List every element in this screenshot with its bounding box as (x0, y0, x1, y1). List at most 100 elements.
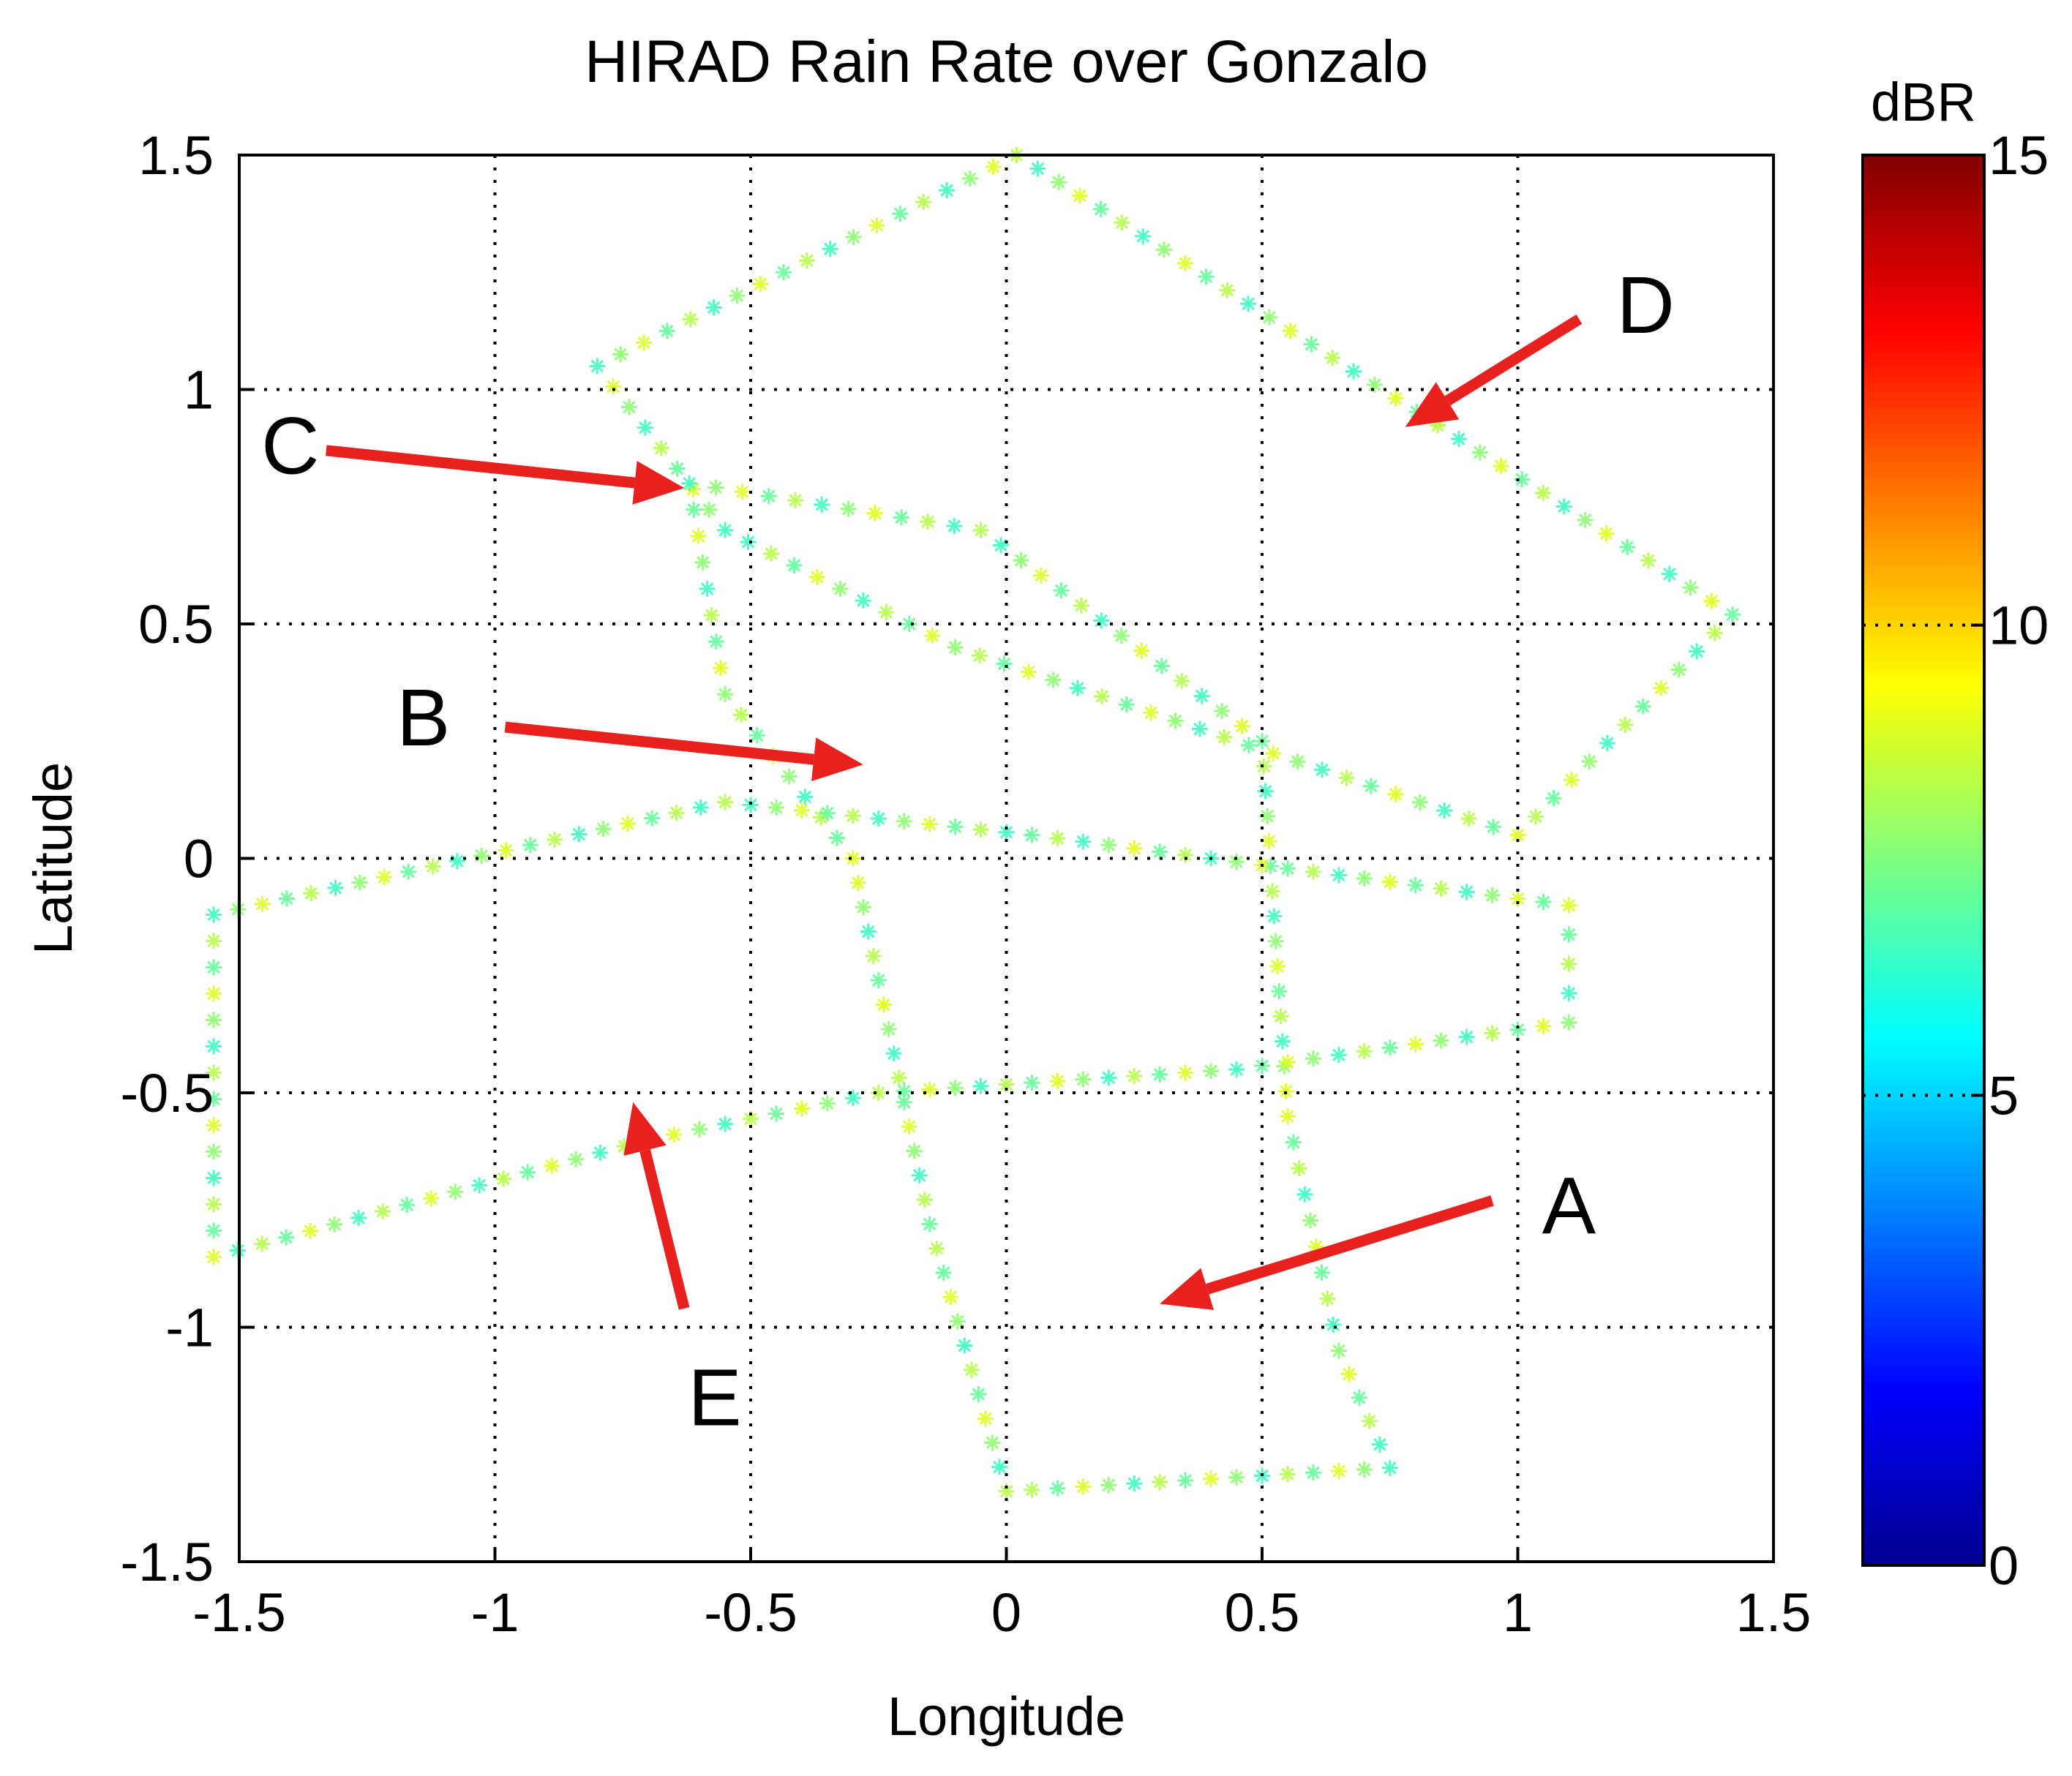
edge-marker (1305, 1050, 1321, 1067)
annotation-a: A (1160, 1161, 1596, 1310)
rain-feature (1354, 884, 1476, 974)
annotation-label: D (1617, 260, 1675, 350)
edge-marker (793, 1100, 810, 1117)
edge-marker (1113, 628, 1130, 644)
edge-marker (1269, 957, 1285, 974)
arrow-shaft (1444, 314, 1583, 406)
edge-marker (400, 863, 417, 880)
edge-marker (906, 1143, 923, 1159)
edge-marker (1351, 1389, 1367, 1406)
edge-marker (890, 1069, 907, 1086)
edge-marker (819, 805, 836, 821)
edge-marker (885, 1045, 902, 1062)
rain-feature (375, 971, 513, 1074)
edge-marker (635, 334, 652, 351)
edge-marker (1279, 860, 1296, 877)
edge-marker (1387, 390, 1404, 407)
edge-marker (1433, 880, 1449, 897)
edge-marker (498, 842, 514, 859)
edge-marker (1049, 830, 1066, 847)
edge-marker (620, 399, 637, 415)
edge-marker (1458, 884, 1475, 900)
edge-marker (977, 1410, 994, 1427)
edge-marker (1219, 282, 1236, 298)
edge-marker (612, 346, 629, 363)
edge-marker (692, 799, 709, 816)
annotation-label: E (688, 1353, 741, 1443)
edge-marker (682, 311, 699, 328)
edge-marker (717, 1115, 734, 1132)
edge-marker (1458, 1028, 1475, 1045)
edge-marker (1330, 1342, 1347, 1359)
edge-marker (1214, 703, 1231, 720)
edge-marker (1407, 877, 1424, 894)
y-tick-label: -1 (165, 1298, 214, 1358)
edge-marker (844, 850, 861, 867)
edge-marker (717, 522, 734, 538)
edge-marker (1509, 890, 1526, 907)
annotation-b: B (397, 673, 863, 782)
edge-marker (1135, 227, 1152, 244)
edge-marker (920, 513, 936, 530)
rain-feature (1602, 643, 1741, 745)
edge-marker (878, 603, 895, 620)
edge-marker (1167, 712, 1184, 729)
edge-marker (1653, 680, 1670, 696)
arrow-head (1405, 382, 1460, 427)
edge-marker (1203, 1063, 1220, 1080)
edge-marker (870, 810, 887, 827)
rain-feature (1175, 555, 1297, 646)
edge-marker (701, 501, 718, 518)
edge-marker (734, 483, 751, 500)
colorbar: 0 5 10 15 dBR (1861, 72, 2049, 1596)
edge-marker (424, 858, 441, 875)
edge-marker (1325, 1316, 1342, 1333)
edge-marker (972, 1077, 989, 1094)
edge-marker (1407, 1036, 1424, 1053)
edge-marker (254, 1235, 271, 1252)
edge-marker (1303, 336, 1320, 353)
edge-marker (350, 1209, 367, 1226)
edge-marker (1029, 160, 1046, 177)
edge-marker (814, 496, 830, 513)
edge-marker (707, 633, 724, 650)
swath-center-swath (689, 483, 1390, 1491)
edge-marker (996, 655, 1013, 672)
edge-marker (961, 170, 978, 187)
edge-marker (1581, 753, 1598, 770)
edge-marker (915, 194, 932, 211)
edge-marker (1296, 1186, 1313, 1203)
colorbar-tick-label: 10 (1989, 595, 2049, 656)
edge-marker (705, 299, 722, 316)
edge-marker (1100, 837, 1117, 854)
edge-marker (278, 890, 295, 907)
edge-marker (1535, 484, 1552, 501)
edge-marker (1265, 745, 1282, 761)
arrow-head (632, 461, 685, 505)
edge-marker (1228, 854, 1245, 870)
edge-marker (495, 1170, 512, 1187)
colorbar-tick-label: 15 (1989, 125, 2049, 186)
rain-feature (1175, 672, 1297, 763)
edge-marker (893, 509, 909, 526)
edge-marker (1177, 846, 1194, 863)
edge-marker (1313, 1264, 1330, 1281)
edge-marker (1371, 1436, 1388, 1453)
edge-marker (1176, 255, 1193, 271)
edge-marker (605, 378, 622, 395)
edge-marker (1271, 983, 1288, 1000)
edge-marker (865, 947, 882, 964)
edge-marker (1471, 444, 1488, 461)
edge-marker (206, 1196, 222, 1213)
y-tick-label: 1 (184, 360, 214, 421)
edge-marker (691, 1121, 708, 1137)
edge-marker (1024, 827, 1040, 843)
edge-marker (970, 1385, 987, 1402)
y-tick-label: 0 (184, 829, 214, 889)
edge-marker (1305, 1464, 1321, 1481)
edge-marker (819, 1095, 836, 1112)
edge-marker (1706, 625, 1723, 641)
rain-feature (894, 766, 1016, 857)
edge-marker (740, 533, 757, 550)
edge-marker (522, 837, 538, 854)
